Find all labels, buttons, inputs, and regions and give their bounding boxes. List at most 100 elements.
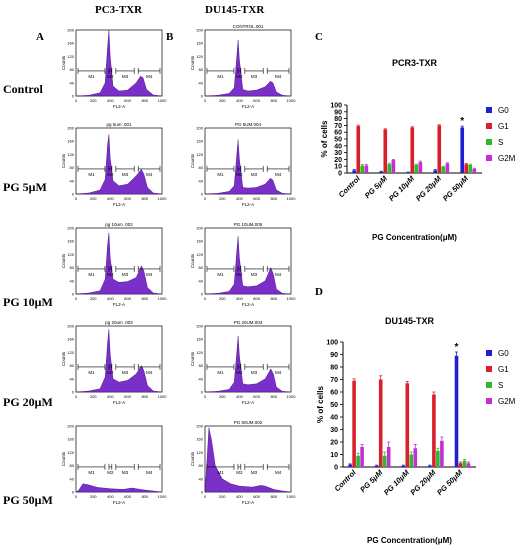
histogram-xlabel: FL2-A bbox=[113, 302, 125, 307]
column-title-du145: DU145-TXR bbox=[205, 4, 265, 16]
histogram-xtick: 600 bbox=[253, 494, 260, 499]
gate-label: M1 bbox=[217, 272, 224, 277]
legend-label: G2M bbox=[498, 154, 516, 163]
bar-s bbox=[414, 164, 419, 173]
histogram-xtick: 0 bbox=[204, 98, 207, 103]
histogram-panel: PG 10UM.005 0 40 80 120 160 200 Counts 0 200 400 60… bbox=[190, 222, 296, 307]
bar-g2m bbox=[445, 163, 450, 173]
gate-label: M3 bbox=[251, 470, 258, 475]
histogram-title: PG 50UM.002 bbox=[234, 420, 263, 425]
gate-label: M4 bbox=[146, 172, 153, 177]
histogram-ytick: 40 bbox=[70, 278, 75, 283]
histogram-xtick: 600 bbox=[253, 196, 260, 201]
histogram-ytick: 0 bbox=[72, 490, 75, 495]
y-tick-label: 100 bbox=[326, 340, 338, 347]
histogram-ytick: 120 bbox=[67, 450, 74, 455]
histogram-xtick: 800 bbox=[270, 494, 277, 499]
gate-label: M1 bbox=[88, 74, 95, 79]
histogram-ytick: 160 bbox=[67, 337, 74, 342]
legend-label: S bbox=[498, 381, 503, 390]
histogram-panel: 0 40 80 120 160 200 Counts 0 200 400 600 800 1000 FL2… bbox=[61, 424, 167, 506]
histogram-xtick: 400 bbox=[107, 98, 114, 103]
histogram-ylabel: Counts bbox=[61, 153, 66, 168]
histogram-title: PG 10UM.005 bbox=[234, 222, 263, 227]
x-axis-label: PG Concentration(μM) bbox=[367, 536, 452, 545]
category-label: PG 20μM bbox=[408, 468, 438, 498]
histogram-xtick: 400 bbox=[236, 196, 243, 201]
histogram-frame bbox=[204, 227, 292, 295]
significance-marker: * bbox=[455, 342, 459, 353]
bar-g2m bbox=[440, 440, 444, 467]
column-title-pc3: PC3-TXR bbox=[95, 4, 143, 16]
histogram-xtick: 400 bbox=[107, 196, 114, 201]
histogram-frame bbox=[204, 325, 292, 393]
histogram-xtick: 800 bbox=[270, 296, 277, 301]
histogram-panel: PG 20UM.003 0 40 80 120 160 200 Counts 0 200 400 60… bbox=[190, 320, 296, 405]
histogram-ytick: 0 bbox=[201, 490, 204, 495]
histogram-ytick: 120 bbox=[196, 252, 203, 257]
histogram-ytick: 80 bbox=[199, 363, 204, 368]
histogram-distribution bbox=[204, 335, 292, 393]
histogram-panel: 0 40 80 120 160 200 Counts 0 200 400 600 800 1000 FL2… bbox=[61, 28, 167, 110]
histogram-ytick: 80 bbox=[70, 67, 75, 72]
histogram-xlabel: FL2-A bbox=[242, 500, 254, 505]
gate-label: M3 bbox=[251, 370, 258, 375]
y-tick-label: 70 bbox=[330, 377, 338, 384]
bar-g0 bbox=[379, 171, 384, 173]
histogram-xtick: 0 bbox=[75, 394, 78, 399]
y-tick-label: 60 bbox=[334, 130, 342, 137]
gate-label: M1 bbox=[88, 172, 95, 177]
histogram-xtick: 200 bbox=[90, 196, 97, 201]
histogram-xtick: 200 bbox=[90, 494, 97, 499]
histogram-ytick: 160 bbox=[67, 41, 74, 46]
gate-label: M1 bbox=[88, 272, 95, 277]
row-labels: Control PG 5μM PG 10μM PG 20μM PG 50μM bbox=[3, 82, 53, 507]
histogram-xtick: 600 bbox=[124, 494, 131, 499]
legend-swatch bbox=[486, 382, 492, 388]
histogram-xtick: 600 bbox=[253, 296, 260, 301]
histogram-ytick: 0 bbox=[72, 292, 75, 297]
histogram-ylabel: Counts bbox=[190, 351, 195, 366]
histogram-xtick: 1000 bbox=[287, 394, 297, 399]
histogram-xtick: 0 bbox=[75, 196, 78, 201]
histogram-xtick: 1000 bbox=[287, 296, 297, 301]
histogram-ytick: 80 bbox=[70, 463, 75, 468]
row-label-pg5: PG 5μM bbox=[3, 180, 47, 194]
histogram-xtick: 400 bbox=[236, 394, 243, 399]
histogram-ylabel: Counts bbox=[190, 153, 195, 168]
y-tick-label: 30 bbox=[334, 150, 342, 157]
histogram-ytick: 200 bbox=[196, 226, 203, 231]
chart-title: DU145-TXR bbox=[385, 316, 435, 326]
gate-label: M2 bbox=[107, 470, 114, 475]
histogram-ytick: 200 bbox=[67, 226, 74, 231]
histogram-frame bbox=[75, 127, 163, 195]
histogram-xtick: 200 bbox=[219, 98, 226, 103]
bar-g1 bbox=[458, 463, 463, 467]
histogram-ytick: 160 bbox=[196, 437, 203, 442]
histogram-xtick: 1000 bbox=[158, 98, 168, 103]
histogram-ylabel: Counts bbox=[190, 253, 195, 268]
panel-label-c: C bbox=[315, 31, 323, 43]
histogram-xtick: 200 bbox=[90, 98, 97, 103]
y-tick-label: 20 bbox=[330, 440, 338, 447]
bar-g1 bbox=[410, 127, 415, 173]
histogram-xtick: 0 bbox=[204, 394, 207, 399]
gate-label: M3 bbox=[122, 74, 129, 79]
legend-swatch bbox=[486, 123, 492, 129]
histogram-xlabel: FL2-A bbox=[113, 104, 125, 109]
bar-g2m bbox=[364, 165, 369, 173]
category-label: PG 5μM bbox=[363, 174, 390, 201]
histogram-ytick: 200 bbox=[67, 324, 74, 329]
bar-s bbox=[356, 455, 360, 467]
histogram-xtick: 800 bbox=[270, 98, 277, 103]
histogram-xtick: 200 bbox=[90, 296, 97, 301]
gate-label: M2 bbox=[107, 272, 114, 277]
category-label: PG 50μM bbox=[435, 468, 465, 498]
histogram-ytick: 0 bbox=[201, 390, 204, 395]
histogram-distribution bbox=[204, 427, 292, 493]
histogram-ytick: 120 bbox=[196, 450, 203, 455]
y-tick-label: 80 bbox=[334, 116, 342, 123]
histogram-panel: pg 20um .003 0 40 80 120 160 200 Counts 0 200 400 6… bbox=[61, 320, 167, 405]
legend-label: G2M bbox=[498, 397, 516, 406]
